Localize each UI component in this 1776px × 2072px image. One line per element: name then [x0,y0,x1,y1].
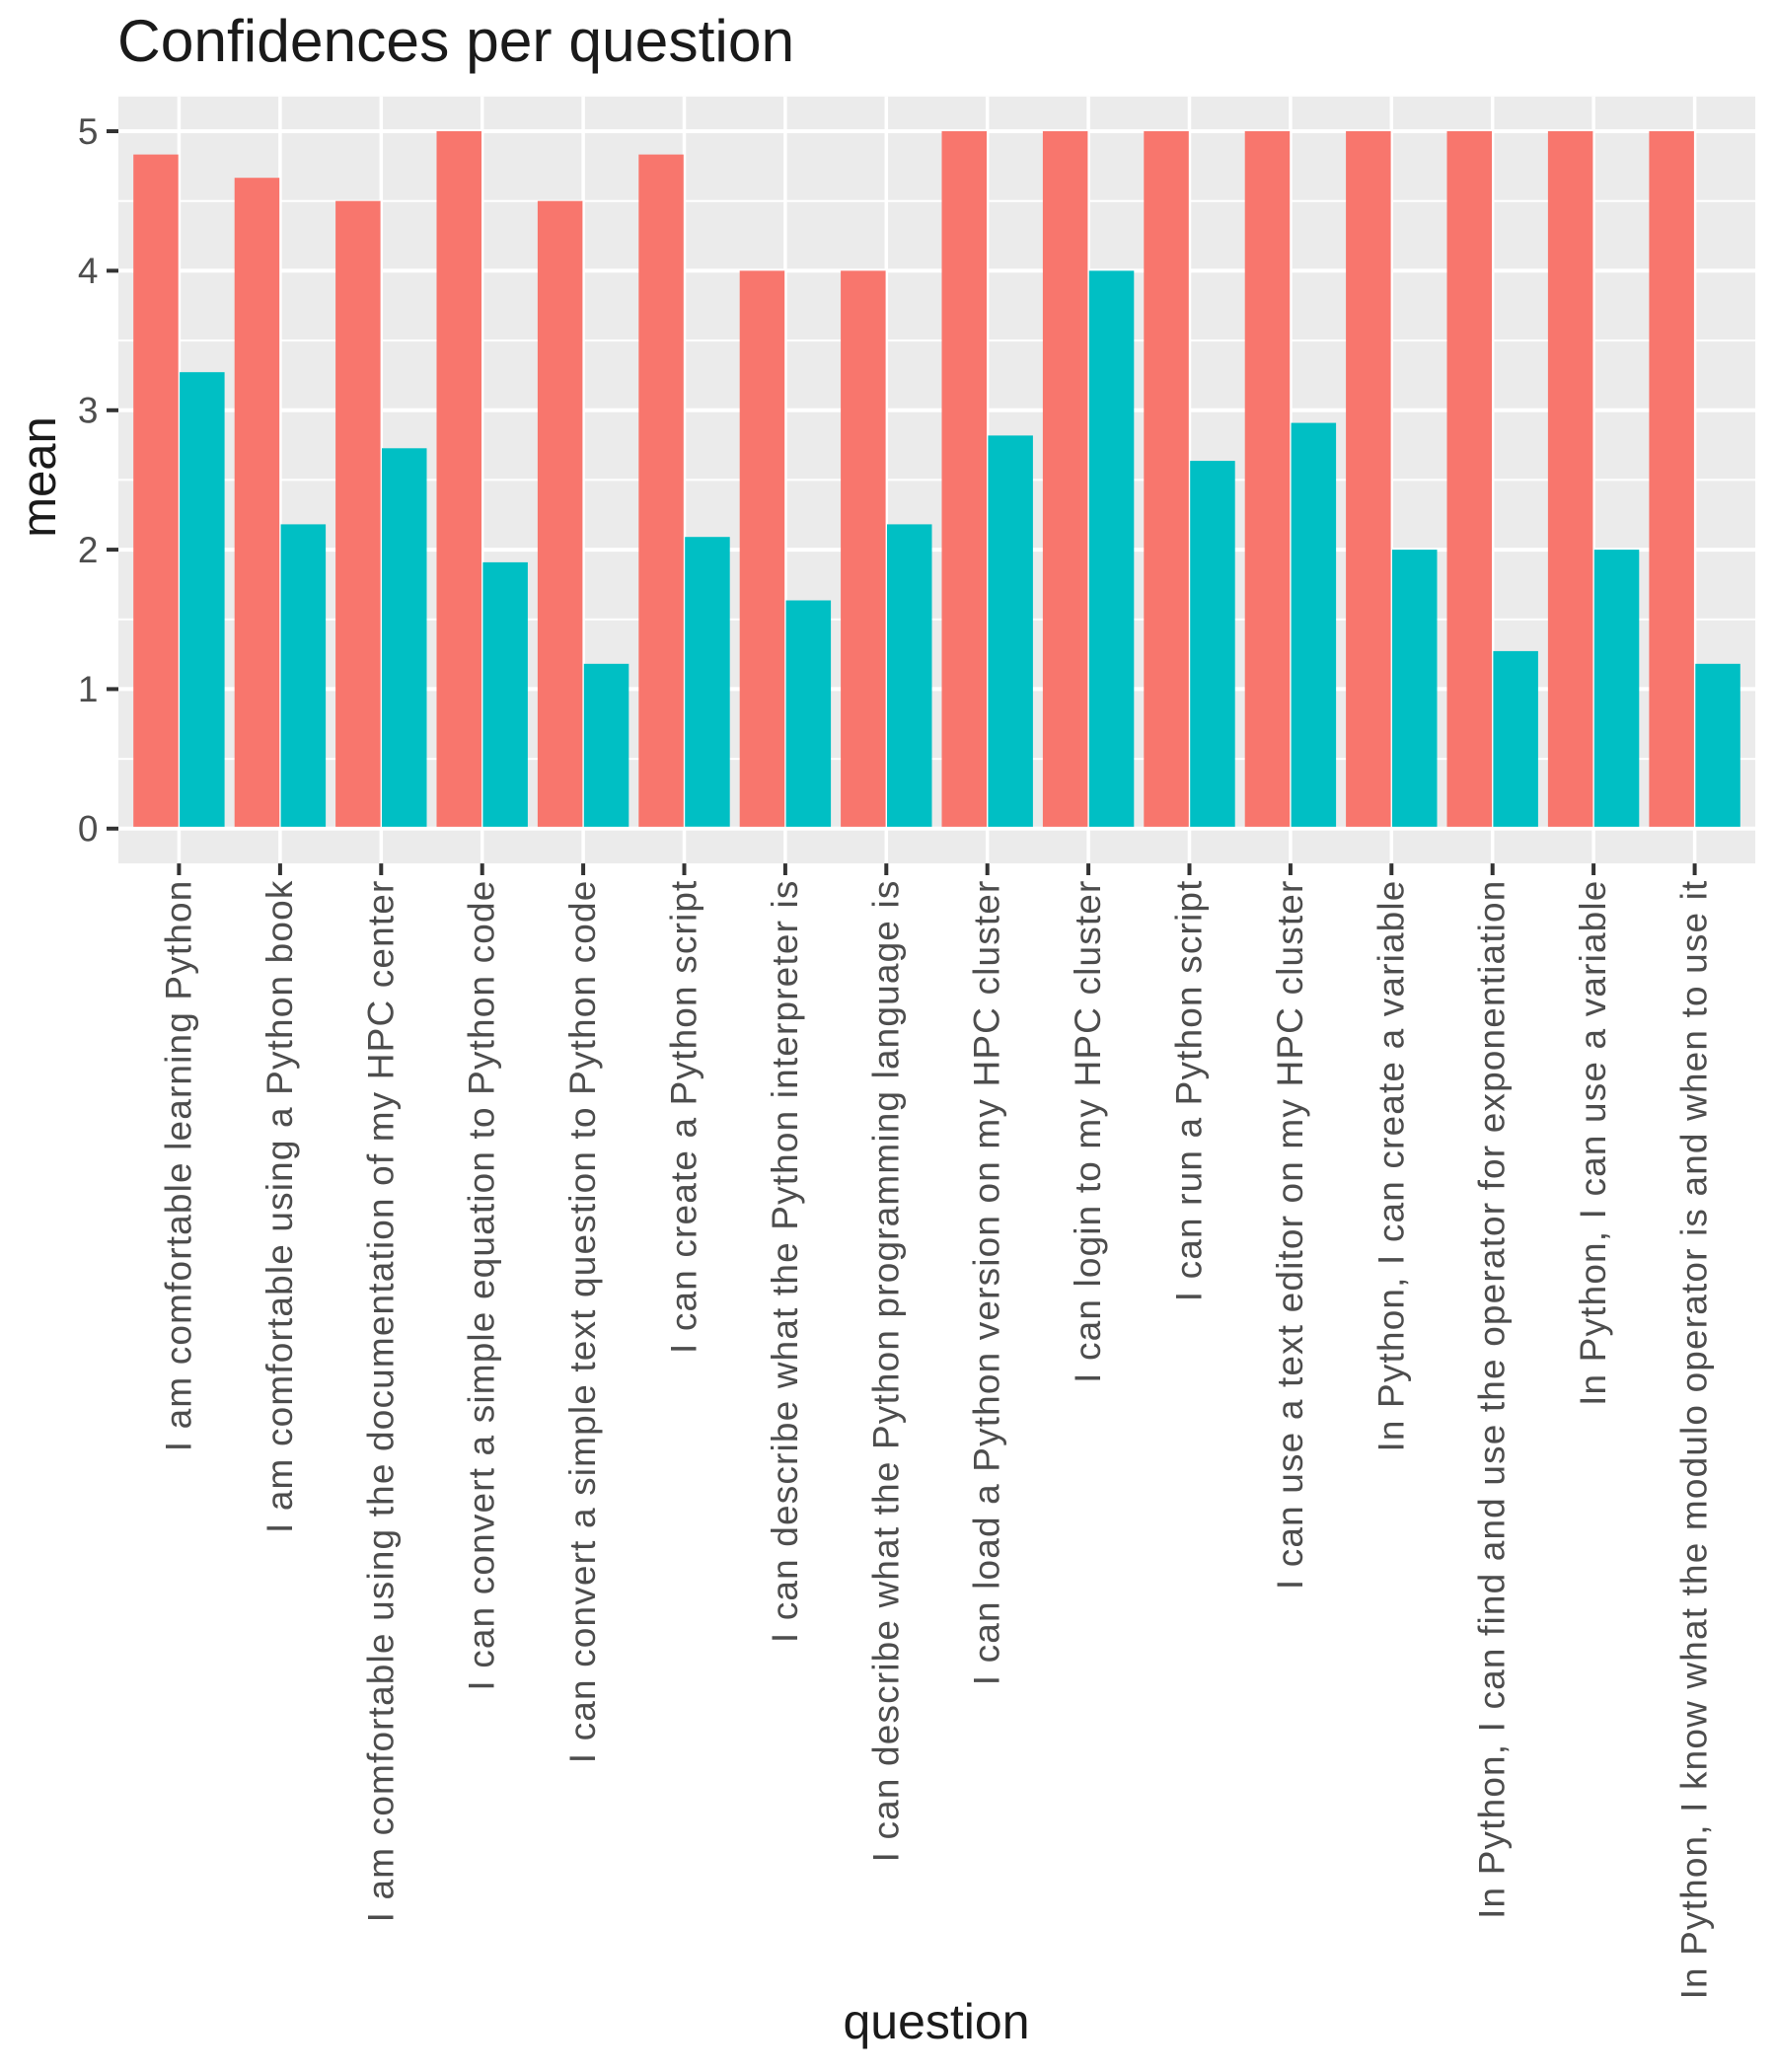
svg-text:I can create a Python script: I can create a Python script [664,880,704,1355]
svg-text:0: 0 [78,809,99,850]
svg-text:2: 2 [78,530,99,570]
svg-text:I can describe what the Python: I can describe what the Python programmi… [865,880,906,1863]
svg-text:I am comfortable using the doc: I am comfortable using the documentation… [360,880,401,1923]
svg-text:I can load a Python version on: I can load a Python version on my HPC cl… [967,880,1007,1686]
svg-text:In Python, I know what the mod: In Python, I know what the modulo operat… [1674,880,1715,2000]
svg-text:I can convert a simple equatio: I can convert a simple equation to Pytho… [462,880,502,1691]
svg-text:5: 5 [78,111,99,152]
svg-text:I am comfortable learning Pyth: I am comfortable learning Python [158,880,198,1452]
svg-text:1: 1 [78,669,99,709]
svg-text:4: 4 [78,251,99,291]
svg-text:I can describe what the Python: I can describe what the Python interpret… [765,880,805,1644]
svg-text:In Python, I can find and use: In Python, I can find and use the operat… [1472,880,1513,1919]
svg-text:mean: mean [13,416,66,538]
svg-text:In Python, I can use a variabl: In Python, I can use a variable [1573,880,1613,1406]
svg-text:I can login to my HPC cluster: I can login to my HPC cluster [1068,880,1108,1383]
svg-text:I can run a Python script: I can run a Python script [1169,880,1210,1302]
svg-text:3: 3 [78,391,99,431]
svg-text:In Python, I can create a vari: In Python, I can create a variable [1370,880,1411,1452]
svg-text:Confidences per question: Confidences per question [117,7,794,74]
svg-text:question: question [843,1994,1029,2049]
svg-text:I can use a text editor on my: I can use a text editor on my HPC cluste… [1270,880,1310,1591]
svg-text:I am comfortable using a Pytho: I am comfortable using a Python book [259,880,300,1534]
svg-text:I can convert a simple text qu: I can convert a simple text question to … [562,880,603,1764]
